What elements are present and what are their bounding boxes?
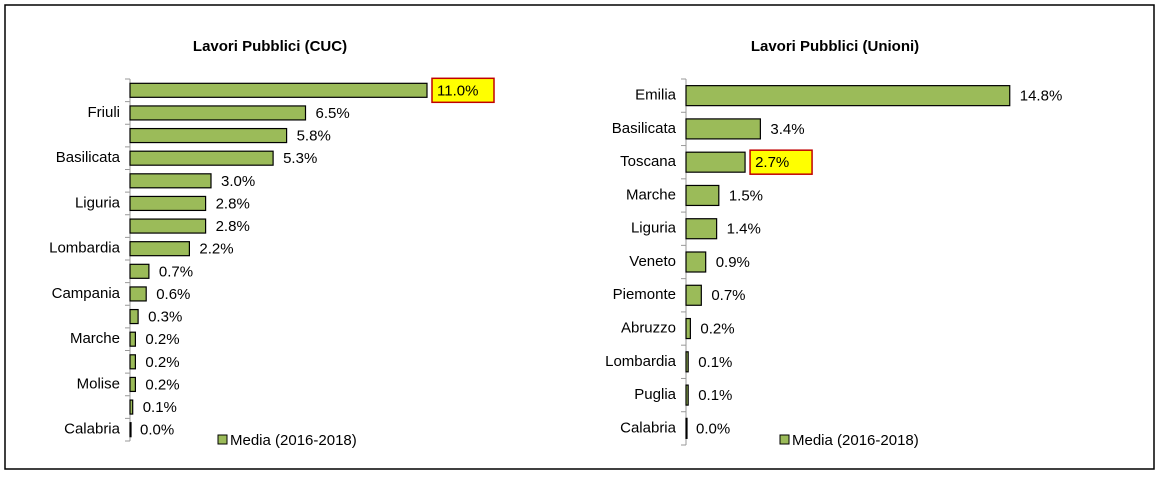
bar [685,85,1011,107]
bar [685,417,688,439]
bar [685,384,689,406]
highlight-box [749,149,813,175]
y-tick-label: Emilia [635,87,676,104]
bar [129,105,307,121]
value-label: 3.4% [770,121,804,138]
value-label: 0.0% [140,422,174,439]
bar [129,422,132,438]
bar [685,218,718,240]
highlight-box [431,77,495,104]
y-tick-label: Basilicata [56,149,121,166]
bar [129,308,139,325]
bar [129,286,147,302]
y-tick-label: Calabria [620,419,677,436]
value-label: 0.1% [698,354,732,371]
y-tick-label: Liguria [631,220,677,237]
bar [685,184,720,207]
bar [685,284,702,306]
value-label: 5.3% [283,150,317,167]
y-tick-label: Calabria [64,421,121,438]
y-tick-label: Lombardia [49,240,121,257]
value-label: 2.8% [216,218,250,235]
bar [129,195,207,212]
value-label: 2.8% [216,195,250,212]
y-tick-label: Veneto [629,253,676,270]
value-label: 0.7% [159,263,193,280]
chart-title: Lavori Pubblici (CUC) [193,38,347,55]
bar [685,151,746,173]
y-tick-label: Basilicata [612,120,677,137]
y-tick-label: Molise [77,375,120,392]
bar [129,173,212,189]
value-label: 0.1% [698,387,732,404]
bar [129,354,137,370]
value-label: 2.7% [755,154,789,171]
value-label: 0.9% [716,254,750,271]
y-tick-label: Marche [70,330,120,347]
legend-label: Media (2016-2018) [792,432,919,449]
bar [685,351,689,373]
value-label: 3.0% [221,173,255,190]
value-label: 0.0% [696,420,730,437]
legend-swatch [217,434,228,445]
y-tick-label: Lombardia [605,353,677,370]
value-label: 0.2% [145,354,179,371]
value-label: 1.4% [727,221,761,238]
value-label: 0.1% [143,399,177,416]
bar [129,331,137,347]
value-label: 0.2% [145,331,179,348]
y-tick-label: Marche [626,186,676,203]
value-label: 14.8% [1020,88,1063,105]
value-label: 0.3% [148,309,182,326]
bar [129,82,428,98]
y-tick-label: Puglia [634,386,676,403]
value-label: 6.5% [316,105,350,122]
y-tick-label: Friuli [88,104,121,121]
y-tick-label: Liguria [75,194,121,211]
chart-title: Lavori Pubblici (Unioni) [751,38,919,55]
bar [129,263,150,279]
value-label: 5.8% [297,128,331,145]
bar [129,150,274,166]
value-label: 0.2% [700,321,734,338]
bar [129,127,288,144]
bar [129,241,191,257]
bar [129,399,134,415]
bar [129,218,207,234]
bar [129,376,137,393]
y-tick-label: Toscana [620,153,677,170]
legend-label: Media (2016-2018) [230,432,357,449]
frame [4,4,1155,470]
legend-swatch [779,434,790,445]
value-label: 11.0% [437,82,478,99]
bar [685,118,761,140]
y-tick-label: Campania [52,285,121,302]
bar [685,317,691,340]
value-label: 1.5% [729,187,763,204]
bar [685,251,707,273]
value-label: 0.2% [145,376,179,393]
y-tick-label: Piemonte [613,286,676,303]
y-tick-label: Abruzzo [621,320,676,337]
value-label: 0.7% [711,287,745,304]
value-label: 2.2% [199,241,233,258]
value-label: 0.6% [156,286,190,303]
